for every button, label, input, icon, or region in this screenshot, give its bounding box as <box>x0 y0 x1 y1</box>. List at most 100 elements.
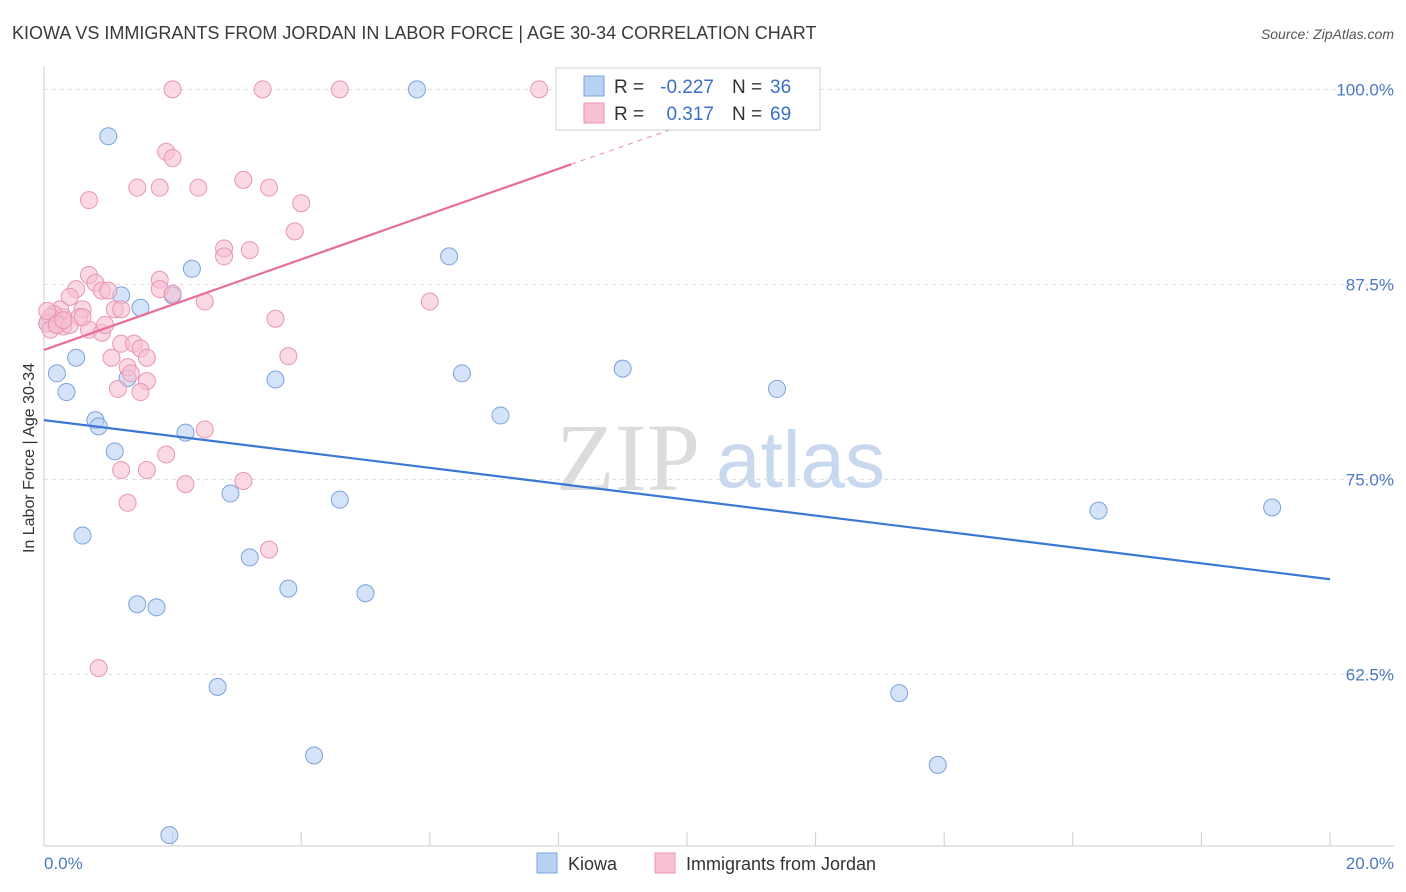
y-tick-label-0: 100.0% <box>1336 80 1394 99</box>
legend-swatch-kiowa <box>583 75 605 97</box>
point-kiowa-22 <box>73 526 92 545</box>
y-axis-label: In Labor Force | Age 30-34 <box>21 363 38 553</box>
point-jordan-51 <box>108 379 127 398</box>
point-jordan-13 <box>285 222 304 241</box>
point-kiowa-8 <box>67 348 86 367</box>
x-tick-label-min: 0.0% <box>44 854 83 873</box>
scatter-points <box>38 80 1282 845</box>
point-kiowa-29 <box>305 746 324 765</box>
point-jordan-25 <box>163 284 182 303</box>
point-kiowa-20 <box>221 484 240 503</box>
point-jordan-47 <box>102 348 121 367</box>
point-kiowa-30 <box>890 684 909 703</box>
legend-r-value-kiowa: -0.227 <box>660 77 714 98</box>
watermark: ZIP atlas <box>556 404 885 511</box>
point-kiowa-32 <box>1089 501 1108 520</box>
point-jordan-67 <box>38 301 57 320</box>
point-jordan-0 <box>163 80 182 99</box>
legend-swatch-jordan <box>583 102 605 124</box>
point-jordan-62 <box>89 659 108 678</box>
point-jordan-7 <box>128 178 147 197</box>
point-jordan-56 <box>112 461 131 480</box>
series-legend-label-jordan: Immigrants from Jordan <box>686 854 876 874</box>
point-kiowa-7 <box>57 383 76 402</box>
legend-n-value-kiowa: 36 <box>770 77 791 98</box>
chart-title: KIOWA VS IMMIGRANTS FROM JORDAN IN LABOR… <box>12 23 816 43</box>
point-jordan-15 <box>215 247 234 266</box>
point-jordan-54 <box>195 420 214 439</box>
point-kiowa-25 <box>356 584 375 603</box>
point-jordan-5 <box>163 149 182 168</box>
point-jordan-28 <box>112 300 131 319</box>
point-kiowa-23 <box>240 548 259 567</box>
point-jordan-49 <box>121 364 140 383</box>
point-jordan-8 <box>150 178 169 197</box>
point-jordan-57 <box>137 461 156 480</box>
stats-legend: R = -0.227 N = 36 R = 0.317 N = 69 <box>555 67 821 131</box>
point-jordan-42 <box>420 292 439 311</box>
point-jordan-52 <box>131 383 150 402</box>
point-kiowa-34 <box>160 826 179 845</box>
point-kiowa-24 <box>279 579 298 598</box>
trend-lines <box>43 127 1331 581</box>
point-kiowa-21 <box>330 490 349 509</box>
y-tick-label-1: 87.5% <box>1346 275 1394 294</box>
legend-r-label-jordan: R = <box>614 104 644 125</box>
point-jordan-16 <box>240 241 259 260</box>
trend-line-jordan-extension <box>571 127 675 165</box>
series-legend-swatch-kiowa <box>536 852 558 874</box>
legend-n-label-jordan: N = <box>732 104 762 125</box>
point-jordan-1 <box>253 80 272 99</box>
point-kiowa-16 <box>613 359 632 378</box>
point-kiowa-3 <box>440 247 459 266</box>
point-jordan-61 <box>260 540 279 559</box>
y-tick-label-2: 75.0% <box>1346 470 1394 489</box>
point-jordan-55 <box>157 445 176 464</box>
point-jordan-68 <box>54 311 73 330</box>
x-tick-labels: 0.0% 20.0% <box>44 854 1394 873</box>
point-jordan-11 <box>260 178 279 197</box>
point-kiowa-17 <box>768 379 787 398</box>
point-kiowa-15 <box>491 406 510 425</box>
point-kiowa-19 <box>105 442 124 461</box>
point-jordan-10 <box>234 170 253 189</box>
point-kiowa-2 <box>182 259 201 278</box>
point-kiowa-14 <box>452 364 471 383</box>
watermark-atlas: atlas <box>716 415 885 504</box>
point-jordan-6 <box>80 191 99 210</box>
y-tick-label-3: 62.5% <box>1346 665 1394 684</box>
point-jordan-2 <box>330 80 349 99</box>
point-kiowa-13 <box>266 370 285 389</box>
point-jordan-59 <box>234 471 253 490</box>
point-jordan-60 <box>118 493 137 512</box>
watermark-zip: ZIP <box>556 404 700 511</box>
point-kiowa-0 <box>99 127 118 146</box>
trend-line-jordan <box>43 163 572 351</box>
point-kiowa-1 <box>407 80 426 99</box>
chart-source: Source: ZipAtlas.com <box>1261 26 1394 42</box>
point-jordan-66 <box>73 308 92 327</box>
x-tick-label-max: 20.0% <box>1346 854 1394 873</box>
legend-n-label-kiowa: N = <box>732 77 762 98</box>
point-kiowa-6 <box>47 364 66 383</box>
series-legend: Kiowa Immigrants from Jordan <box>536 852 876 874</box>
legend-r-label-kiowa: R = <box>614 77 644 98</box>
point-jordan-3 <box>530 80 549 99</box>
y-tick-labels: 100.0% 87.5% 75.0% 62.5% <box>1336 80 1394 684</box>
legend-n-value-jordan: 69 <box>770 104 791 125</box>
series-legend-swatch-jordan <box>654 852 676 874</box>
point-jordan-20 <box>99 281 118 300</box>
point-kiowa-33 <box>1263 498 1282 517</box>
point-jordan-12 <box>292 194 311 213</box>
point-jordan-41 <box>266 309 285 328</box>
point-jordan-22 <box>60 287 79 306</box>
point-jordan-53 <box>279 347 298 366</box>
series-legend-label-kiowa: Kiowa <box>568 854 618 874</box>
point-jordan-58 <box>176 475 195 494</box>
point-kiowa-26 <box>128 595 147 614</box>
point-kiowa-31 <box>928 755 947 774</box>
point-kiowa-27 <box>147 598 166 617</box>
point-jordan-9 <box>189 178 208 197</box>
point-kiowa-28 <box>208 677 227 696</box>
